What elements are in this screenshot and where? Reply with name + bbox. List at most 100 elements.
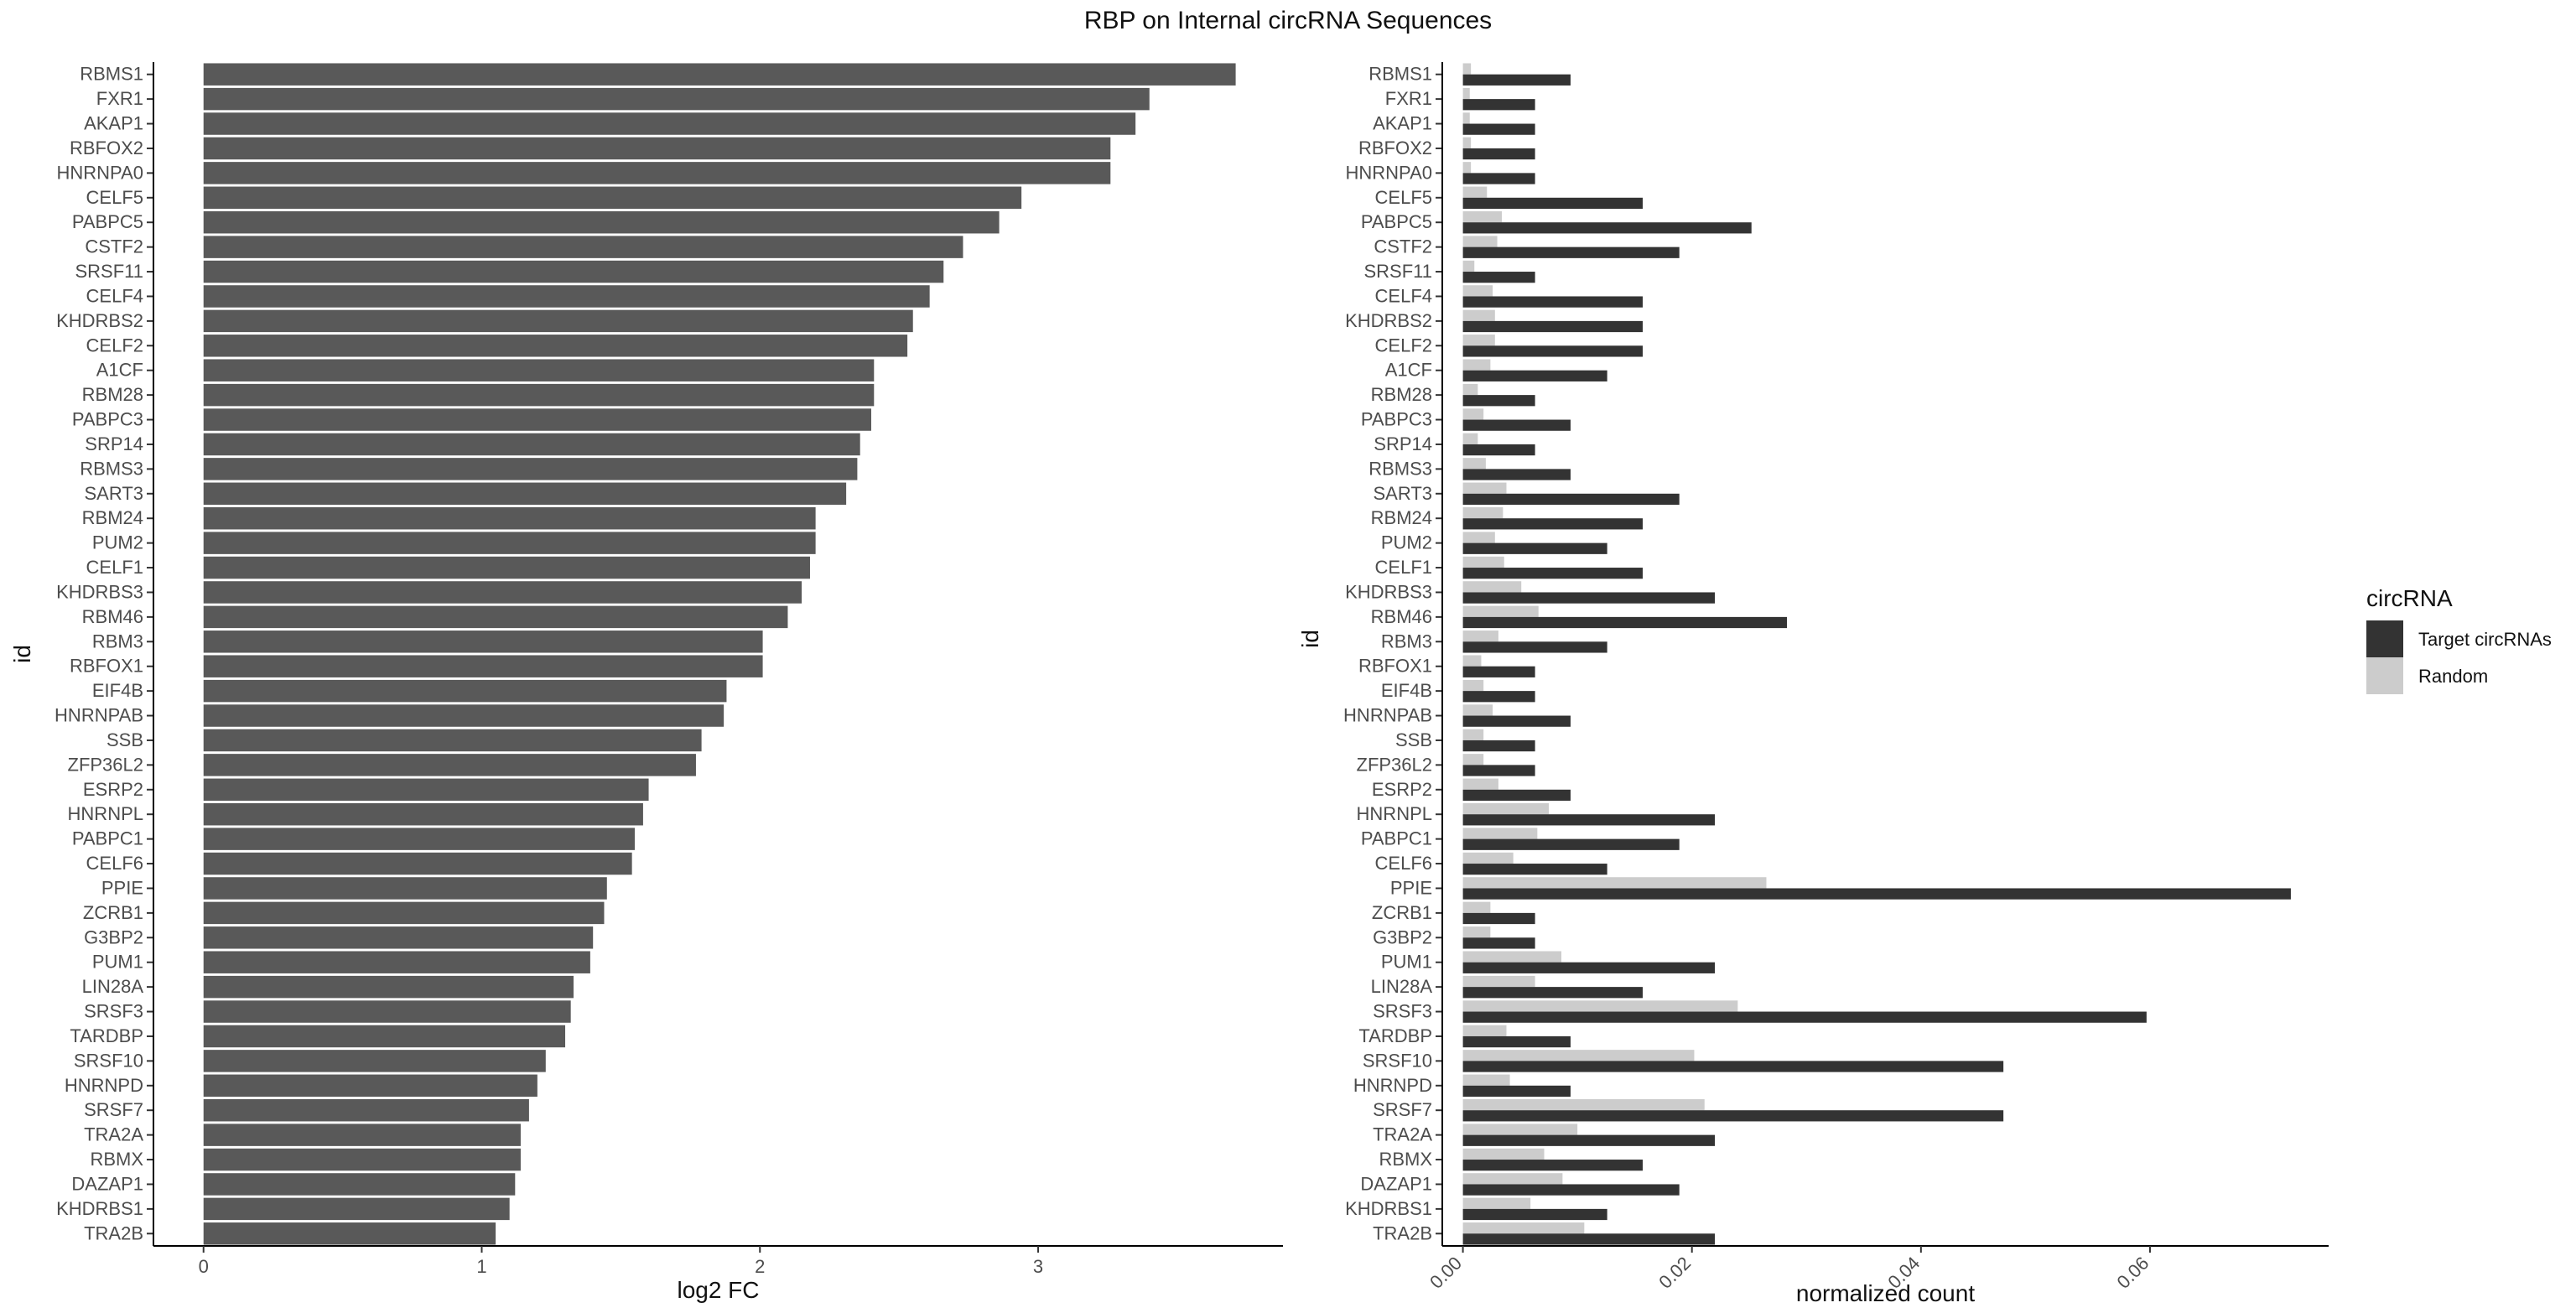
bar-random-rbfox1 bbox=[1462, 655, 1482, 667]
bar-random-srsf7 bbox=[1462, 1098, 1705, 1111]
bar-random-dazap1 bbox=[1462, 1173, 1563, 1185]
figure-title: RBP on Internal circRNA Sequences bbox=[1084, 7, 1492, 34]
legend-label: Target circRNAs bbox=[2418, 629, 2552, 650]
bar-random-pum1 bbox=[1462, 951, 1562, 963]
y-tick-label: ZFP36L2 bbox=[1357, 754, 1433, 775]
bar-hnrnpab bbox=[203, 704, 724, 727]
y-tick-label: CELF4 bbox=[86, 285, 143, 306]
legend-title: circRNA bbox=[2366, 585, 2453, 611]
bar-srsf10 bbox=[203, 1050, 546, 1072]
bar-target-srsf3 bbox=[1462, 1011, 2147, 1023]
y-tick-label: ZFP36L2 bbox=[68, 754, 144, 775]
y-tick-label: SRSF10 bbox=[74, 1050, 143, 1071]
bar-hnrnpd bbox=[203, 1074, 538, 1098]
y-tick-label: SSB bbox=[1395, 729, 1432, 750]
bar-rbms1 bbox=[203, 63, 1236, 86]
bar-target-ssb bbox=[1462, 740, 1535, 752]
bar-pabpc1 bbox=[203, 828, 635, 850]
y-tick-label: CELF6 bbox=[86, 853, 143, 874]
bar-random-celf5 bbox=[1462, 186, 1488, 198]
bar-target-cstf2 bbox=[1462, 247, 1680, 258]
bar-target-celf2 bbox=[1462, 345, 1643, 357]
y-tick-label: CELF6 bbox=[1375, 853, 1432, 874]
y-tick-label: A1CF bbox=[96, 360, 143, 381]
bar-hnrnpa0 bbox=[203, 162, 1111, 184]
bar-rbfox1 bbox=[203, 655, 763, 677]
y-tick-label: PABPC5 bbox=[72, 211, 143, 232]
bar-random-rbm24 bbox=[1462, 506, 1504, 519]
bar-target-rbmx bbox=[1462, 1160, 1643, 1171]
x-tick-label: 1 bbox=[476, 1256, 486, 1277]
bar-random-zfp36l2 bbox=[1462, 754, 1484, 765]
y-tick-label: KHDRBS3 bbox=[1345, 581, 1432, 602]
y-tick-label: HNRNPA0 bbox=[1345, 162, 1432, 183]
y-tick-label: KHDRBS2 bbox=[1345, 310, 1432, 331]
bar-target-khdrbs1 bbox=[1462, 1208, 1607, 1221]
bar-a1cf bbox=[203, 359, 875, 381]
bar-random-khdrbs1 bbox=[1462, 1197, 1531, 1209]
y-tick-label: RBFOX2 bbox=[1358, 138, 1432, 158]
bar-target-hnrnpd bbox=[1462, 1085, 1571, 1098]
y-tick-label: CELF1 bbox=[1375, 557, 1432, 578]
y-tick-label: SRP14 bbox=[1374, 433, 1432, 454]
bar-random-eif4b bbox=[1462, 679, 1484, 692]
y-tick-label: ZCRB1 bbox=[1372, 902, 1432, 923]
bar-random-zcrb1 bbox=[1462, 901, 1491, 913]
bar-random-rbm3 bbox=[1462, 631, 1498, 642]
bar-srsf7 bbox=[203, 1098, 529, 1122]
y-tick-label: RBFOX2 bbox=[70, 138, 143, 158]
y-tick-label: TRA2B bbox=[84, 1222, 143, 1243]
bar-celf4 bbox=[203, 285, 930, 308]
bar-random-tra2b bbox=[1462, 1222, 1585, 1234]
x-tick-label: 0 bbox=[199, 1256, 209, 1277]
y-tick-label: RBM3 bbox=[1381, 631, 1432, 651]
x-tick-label: 3 bbox=[1033, 1256, 1043, 1277]
bar-cstf2 bbox=[203, 236, 963, 258]
y-tick-label: CELF2 bbox=[86, 335, 143, 355]
bar-random-srp14 bbox=[1462, 433, 1478, 444]
bar-zcrb1 bbox=[203, 901, 605, 925]
y-tick-label: RBM46 bbox=[1371, 606, 1432, 627]
y-tick-label: CELF4 bbox=[1375, 285, 1432, 306]
bar-rbmx bbox=[203, 1148, 521, 1171]
legend-swatch-target bbox=[2366, 620, 2403, 657]
y-tick-label: RBM24 bbox=[1371, 507, 1432, 528]
y-tick-label: PPIE bbox=[1390, 877, 1432, 898]
y-tick-label: CELF2 bbox=[1375, 335, 1432, 355]
y-tick-label: FXR1 bbox=[1385, 88, 1432, 109]
y-tick-label: RBMS3 bbox=[80, 458, 143, 479]
bar-tra2a bbox=[203, 1124, 521, 1146]
y-tick-label: CSTF2 bbox=[85, 236, 143, 257]
y-tick-label: HNRNPA0 bbox=[56, 162, 143, 183]
y-tick-label: G3BP2 bbox=[1373, 926, 1432, 947]
bar-random-akap1 bbox=[1462, 112, 1470, 124]
bar-rbfox2 bbox=[203, 137, 1111, 160]
y-tick-label: HNRNPAB bbox=[1343, 705, 1432, 726]
y-tick-label: SRSF7 bbox=[84, 1099, 143, 1120]
y-tick-label: SRSF11 bbox=[75, 261, 143, 282]
y-tick-label: LIN28A bbox=[1371, 976, 1433, 997]
bar-random-cstf2 bbox=[1462, 236, 1498, 247]
bar-target-rbm3 bbox=[1462, 641, 1607, 653]
bar-khdrbs1 bbox=[203, 1197, 510, 1221]
bar-target-celf6 bbox=[1462, 864, 1607, 875]
bar-hnrnpl bbox=[203, 802, 643, 826]
bar-dazap1 bbox=[203, 1173, 516, 1196]
y-tick-label: EIF4B bbox=[92, 680, 143, 701]
bar-sart3 bbox=[203, 482, 847, 506]
bar-random-rbm28 bbox=[1462, 383, 1478, 396]
y-tick-label: RBMX bbox=[90, 1149, 143, 1170]
bar-target-khdrbs3 bbox=[1462, 592, 1716, 604]
y-tick-label: KHDRBS3 bbox=[56, 581, 143, 602]
bar-target-rbfox1 bbox=[1462, 666, 1535, 677]
bar-pabpc3 bbox=[203, 408, 871, 431]
bar-rbms3 bbox=[203, 458, 858, 480]
bar-target-g3bp2 bbox=[1462, 937, 1535, 949]
y-tick-label: AKAP1 bbox=[84, 113, 143, 134]
bar-random-tardbp bbox=[1462, 1025, 1507, 1036]
bar-random-khdrbs2 bbox=[1462, 309, 1495, 321]
y-tick-label: RBMS3 bbox=[1368, 458, 1432, 479]
y-tick-label: RBFOX1 bbox=[1358, 656, 1432, 677]
y-tick-label: RBM28 bbox=[1371, 384, 1432, 405]
y-tick-label: RBMX bbox=[1379, 1149, 1432, 1170]
